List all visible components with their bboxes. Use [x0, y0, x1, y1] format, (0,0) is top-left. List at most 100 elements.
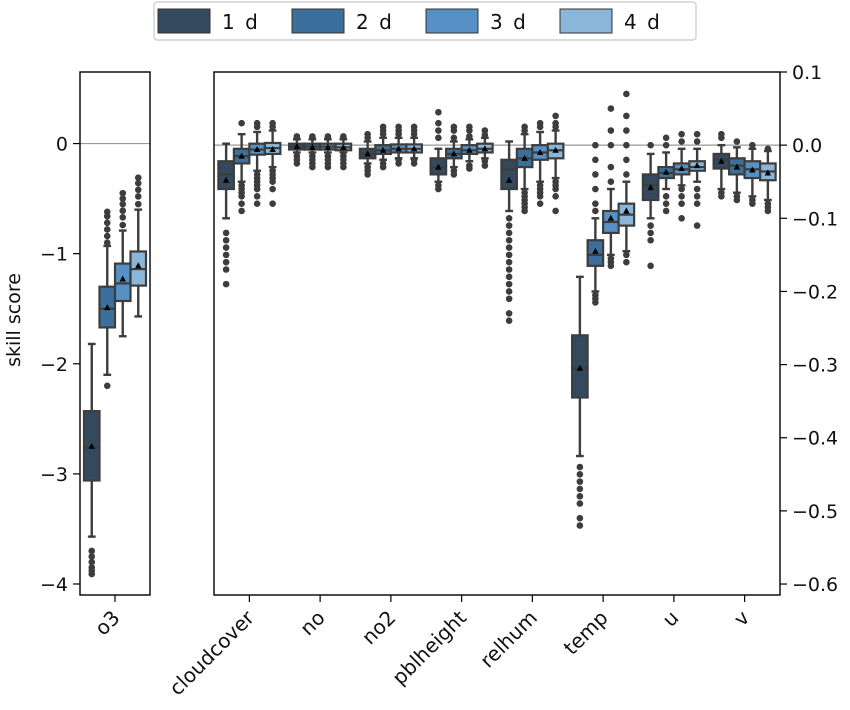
outlier-point	[576, 500, 584, 507]
box-temp-2d	[586, 141, 605, 306]
outlier-point	[693, 193, 701, 200]
panel-o3: 0 −1 −2 −3 −4 o3	[40, 71, 151, 641]
outlier-point	[134, 186, 142, 194]
outlier-point	[119, 200, 127, 208]
mean-marker	[718, 157, 725, 164]
box-v-4d	[759, 145, 777, 215]
outlier-point	[379, 123, 387, 131]
outlier-point	[749, 200, 756, 207]
box-pblheight-4d	[476, 127, 494, 169]
outlier-point	[293, 133, 301, 140]
mean-marker	[269, 146, 276, 153]
outlier-point	[733, 138, 741, 145]
outlier-point	[269, 200, 276, 207]
outlier-point	[623, 171, 630, 178]
outlier-point	[505, 310, 513, 317]
outlier-point	[450, 171, 458, 178]
outlier-point	[103, 226, 111, 233]
category-label-pblheight: pblheight	[387, 605, 471, 689]
outlier-point	[623, 156, 630, 164]
outlier-point	[103, 219, 111, 227]
mean-marker	[749, 166, 756, 173]
outlier-point	[450, 123, 458, 131]
box-no2-4d	[405, 123, 423, 167]
outlier-point	[505, 273, 513, 281]
mean-marker	[324, 143, 332, 150]
outlier-point	[269, 185, 276, 193]
outlier-point	[576, 485, 584, 493]
mean-marker	[521, 154, 528, 161]
box-temp-3d	[602, 105, 620, 270]
outlier-point	[576, 514, 584, 522]
outlier-point	[623, 258, 630, 266]
outlier-point	[435, 127, 442, 134]
outlier-point	[222, 229, 230, 237]
y-tick-label: −0.2	[792, 281, 838, 303]
box-pblheight-3d	[460, 123, 479, 172]
outlier-point	[134, 193, 142, 200]
box-temp-4d	[617, 90, 636, 266]
outlier-point	[103, 232, 111, 240]
mean-marker	[135, 262, 142, 269]
axes-frame	[79, 71, 151, 596]
outlier-point	[395, 160, 402, 167]
legend-label-3d: 3 d	[490, 10, 528, 34]
outlier-point	[647, 236, 654, 244]
outlier-point	[222, 251, 230, 259]
outlier-point	[607, 178, 615, 186]
y-axis-label: skill score	[3, 273, 25, 367]
outlier-point	[222, 266, 230, 273]
legend-swatch-4d	[559, 8, 613, 34]
outlier-point	[662, 134, 670, 142]
outlier-point	[238, 193, 245, 200]
outlier-point	[119, 214, 127, 221]
legend-label-1d: 1 d	[222, 10, 260, 34]
mean-marker	[552, 146, 559, 153]
outlier-point	[592, 156, 599, 164]
box-o3-3d	[113, 189, 132, 338]
outlier-point	[505, 258, 513, 266]
outlier-point	[222, 280, 230, 288]
outlier-point	[536, 193, 544, 200]
mean-marker	[88, 442, 95, 449]
category-label-o3: o3	[90, 606, 125, 641]
y-tick-label: −0.6	[792, 574, 838, 596]
outlier-point	[134, 174, 142, 182]
outlier-point	[269, 119, 276, 127]
outlier-point	[119, 195, 127, 202]
box-pblheight-1d	[429, 108, 448, 193]
mean-marker	[435, 163, 442, 170]
y-tick-label: −1	[40, 244, 68, 266]
axes-frame	[213, 71, 781, 596]
outlier-point	[693, 222, 701, 229]
outlier-point	[505, 236, 513, 244]
box-no2-1d	[358, 130, 377, 178]
outlier-point	[576, 478, 584, 485]
box-o3-2d	[98, 208, 117, 390]
mean-marker	[623, 207, 630, 214]
outlier-point	[607, 127, 615, 134]
box-pblheight-2d	[445, 123, 463, 178]
outlier-point	[222, 258, 230, 266]
box-u-1d	[641, 141, 660, 270]
outlier-point	[119, 189, 127, 197]
outlier-point	[647, 141, 654, 149]
outlier-point	[505, 244, 513, 251]
outlier-point	[662, 200, 670, 207]
box-u-2d	[657, 134, 675, 215]
outlier-point	[623, 127, 630, 134]
interquartile-box	[113, 262, 132, 303]
outlier-point	[481, 127, 489, 134]
panel-other-variables: 0.1 0.0 −0.1 −0.2 −0.3 −0.4 −0.5 −0.6 cloudcover…	[164, 62, 838, 700]
box-cloudcover-3d	[248, 119, 266, 207]
box-o3-4d	[129, 174, 148, 318]
outlier-point	[379, 163, 387, 171]
mean-marker	[253, 146, 261, 153]
outlier-point	[395, 123, 402, 131]
outlier-point	[505, 295, 513, 303]
outlier-point	[592, 141, 599, 149]
outlier-point	[576, 492, 584, 500]
outlier-point	[466, 165, 473, 172]
outlier-point	[103, 382, 111, 390]
outlier-point	[693, 130, 701, 138]
